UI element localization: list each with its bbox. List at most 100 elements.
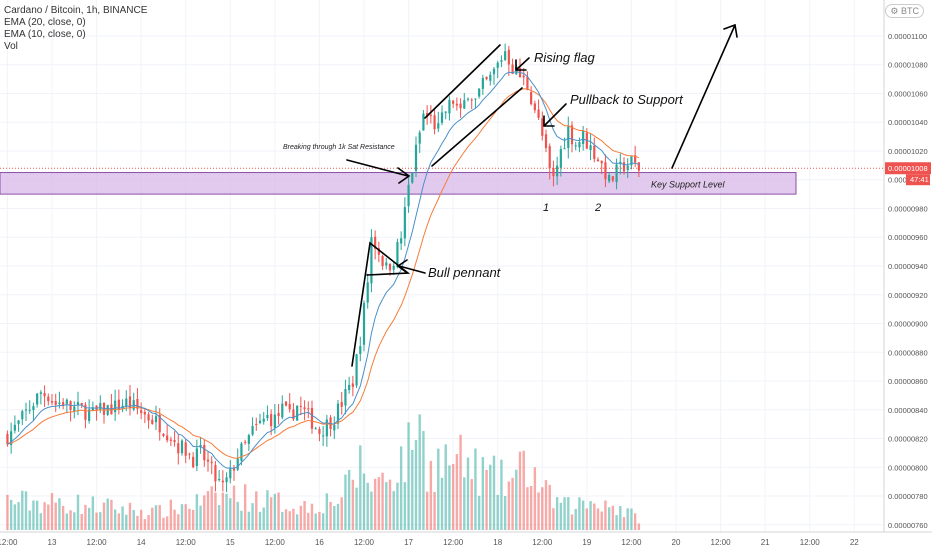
volume-bar (106, 498, 109, 530)
candle-body (88, 409, 91, 421)
volume-bar (355, 487, 358, 530)
candle-body (322, 435, 325, 437)
price-axis: 0.00001100 0.00001080 0.00001060 0.00001040… (885, 32, 931, 530)
volume-bar (47, 504, 50, 530)
volume-bar (567, 497, 570, 530)
candle-body (596, 159, 600, 162)
volume-bar (162, 517, 165, 530)
candle-body (593, 145, 596, 160)
candle-body (140, 410, 143, 414)
candle-body (481, 77, 484, 89)
currency-badge[interactable]: ⚙ BTC (885, 4, 924, 18)
volume-bar (195, 494, 199, 530)
candle-body (221, 480, 224, 483)
volume-bar (630, 508, 633, 530)
candle-body (329, 417, 332, 429)
volume-bar (600, 511, 603, 530)
candle-body (84, 404, 87, 420)
candle-body (556, 165, 559, 177)
candle-body (147, 414, 150, 421)
candle-body (574, 145, 577, 147)
ema-lines (7, 70, 640, 469)
volume-bar (214, 492, 217, 530)
candle-body (154, 416, 158, 423)
candle-body (533, 103, 536, 111)
volume-bar (518, 451, 522, 530)
price-tick-label: 0.00000760 (888, 521, 928, 530)
volume-bar (619, 506, 622, 530)
volume-bar (611, 505, 615, 530)
volume-bar (340, 497, 343, 530)
resistance-arrow (346, 159, 411, 184)
volume-bar (470, 479, 473, 530)
volume-bar (433, 491, 436, 530)
volume-bar (206, 491, 210, 530)
candle-body (244, 441, 247, 443)
time-tick-label: 12:00 (443, 538, 464, 547)
candle-body (470, 99, 473, 101)
volume-bar (17, 502, 20, 530)
volume-bar (555, 497, 559, 530)
candle-body (437, 123, 440, 129)
candle-body (452, 100, 455, 104)
candle-body (6, 433, 9, 445)
candle-body (73, 406, 76, 412)
volume-bar (429, 460, 433, 530)
candle-body (385, 262, 388, 266)
candle-body (270, 414, 273, 427)
candle-body (32, 406, 35, 411)
price-tick-label: 0.00000900 (888, 320, 928, 329)
candle-body (530, 92, 533, 105)
volume-bar (91, 496, 95, 530)
volume-bar (407, 422, 410, 530)
candle-body (478, 88, 481, 97)
gear-icon: ⚙ (890, 6, 901, 16)
volume-bar (451, 464, 455, 530)
candle-body (392, 265, 395, 270)
candle-body (247, 435, 250, 444)
volume-bar (455, 454, 459, 530)
volume-bar (537, 492, 540, 530)
volume-bar (266, 490, 269, 530)
candle-body (611, 176, 614, 181)
volume-bar (225, 493, 228, 530)
time-axis: 12:00 13 12:00 14 12:00 15 12:00 16 12:00 17 12:00… (0, 538, 859, 547)
volume-bar (262, 507, 265, 530)
candle-body (496, 62, 499, 68)
time-tick-label: 12:00 (711, 538, 732, 547)
volume-bar (221, 492, 225, 530)
candle-body (455, 103, 458, 106)
candle-body (314, 428, 317, 430)
candle-body (54, 401, 57, 405)
volume-bar (496, 494, 499, 530)
candle-body (240, 443, 243, 461)
volume-bar (203, 495, 206, 530)
price-axis-bg (884, 0, 932, 550)
candle-body (589, 145, 592, 150)
volume-bar (440, 477, 444, 530)
candle-body (128, 396, 132, 409)
candle-body (58, 402, 61, 404)
volume-bar (385, 482, 388, 530)
candle-body (344, 389, 347, 406)
candle-body (578, 142, 581, 148)
candle-body (567, 126, 570, 149)
volume-bar (307, 512, 310, 530)
volume-bar (321, 513, 325, 530)
volume-bar (102, 502, 106, 530)
candle-body (548, 146, 551, 169)
volume-bar (210, 486, 213, 530)
volume-bar (422, 431, 425, 530)
candle-body (370, 237, 373, 284)
time-tick-label: 12:00 (176, 538, 197, 547)
time-tick-label: 12:00 (621, 538, 642, 547)
candle-body (80, 402, 83, 406)
candle-body (307, 408, 310, 410)
volume-bar (589, 501, 592, 530)
candle-body (433, 115, 436, 130)
price-tick-label: 0.00001080 (888, 61, 928, 70)
candle-body (474, 98, 477, 100)
candle-body (225, 477, 228, 483)
volume-bar (132, 510, 135, 530)
